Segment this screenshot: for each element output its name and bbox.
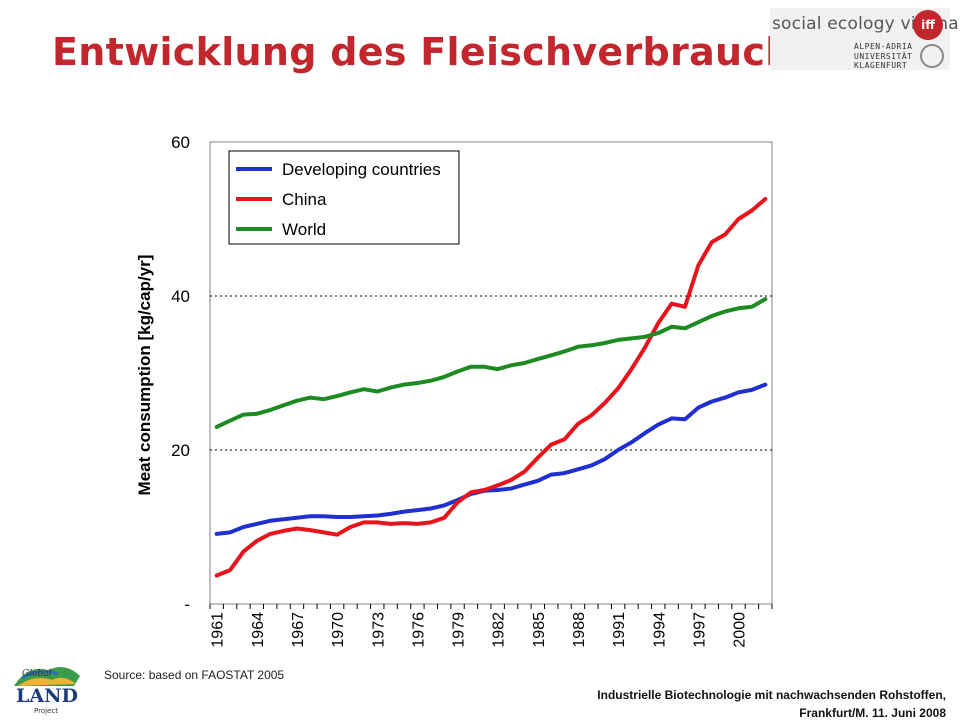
x-tick-label: 1994 <box>651 612 668 648</box>
svg-text:Global: Global <box>22 669 52 679</box>
social-ecology-logo-text: social ecology vienna <box>772 14 959 34</box>
x-tick-label: 1985 <box>531 612 548 648</box>
social-ecology-vienna-logo: social ecology vienna iff ALPEN-ADRIA UN… <box>770 8 959 70</box>
x-tick-label: 2000 <box>732 612 749 648</box>
y-axis-label: Meat consumption [kg/cap/yr] <box>135 255 154 496</box>
footer-line-1: Industrielle Biotechnologie mit nachwach… <box>597 688 946 702</box>
y-tick-label: - <box>184 595 190 614</box>
x-tick-label: 1976 <box>410 612 427 648</box>
y-tick-labels: - 20 40 60 <box>171 133 190 614</box>
x-tick-label: 1982 <box>491 612 508 648</box>
source-note: Source: based on FAOSTAT 2005 <box>104 668 285 682</box>
series-line-developing-countries <box>214 382 768 536</box>
y-tick-label: 60 <box>171 133 190 152</box>
legend-label-world: World <box>282 220 326 239</box>
series-line-world <box>214 297 768 429</box>
gridlines <box>210 295 772 451</box>
series-lines <box>214 197 768 578</box>
svg-text:LAND: LAND <box>16 685 78 707</box>
slide-title: Entwicklung des Fleischverbrauches <box>52 30 842 74</box>
global-land-project-logo: Global LAND Project <box>14 667 80 715</box>
footer: Industrielle Biotechnologie mit nachwach… <box>526 686 946 720</box>
x-tick-label: 1991 <box>611 612 628 648</box>
x-tick-label: 1979 <box>451 612 468 648</box>
x-tick-label: 1964 <box>250 612 267 648</box>
footer-line-2: Frankfurt/M. 11. Juni 2008 <box>799 706 946 720</box>
legend: Developing countries China World <box>228 150 460 245</box>
university-mark-icon <box>920 44 944 68</box>
series-line-china <box>214 197 768 578</box>
x-tick-label: 1973 <box>370 612 387 648</box>
legend-label-china: China <box>282 190 327 209</box>
iff-logo: iff <box>913 10 943 40</box>
svg-text:Project: Project <box>34 707 58 715</box>
x-tick-label: 1967 <box>290 612 307 648</box>
x-tick-label: 1970 <box>330 612 347 648</box>
y-tick-label: 40 <box>171 287 190 306</box>
x-tick-marks <box>209 604 773 609</box>
x-tick-label: 1961 <box>210 612 227 648</box>
x-tick-label: 1997 <box>691 612 708 648</box>
university-logo-text: ALPEN-ADRIA UNIVERSITÄT KLAGENFURT <box>854 42 913 70</box>
legend-label-developing: Developing countries <box>282 160 441 179</box>
x-tick-label: 1988 <box>571 612 588 648</box>
x-tick-labels: 1961 1964 1967 1970 1973 1976 1979 1982 1985 1988… <box>210 612 749 648</box>
y-tick-label: 20 <box>171 441 190 460</box>
